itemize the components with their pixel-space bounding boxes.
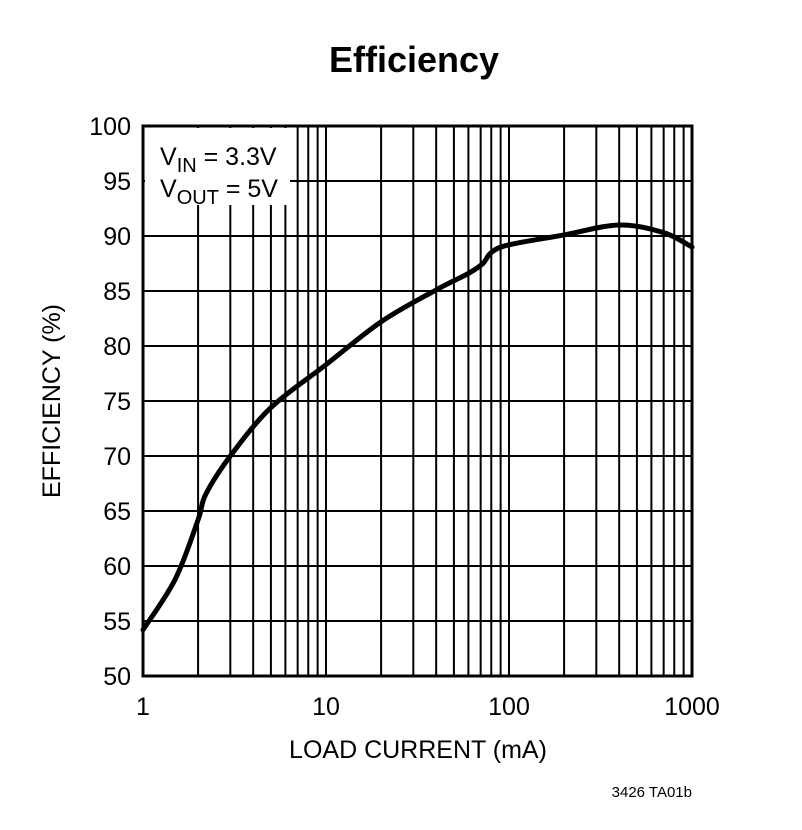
x-tick-label: 1 [136, 693, 150, 721]
y-tick-label: 50 [103, 663, 131, 691]
y-tick-label: 55 [103, 608, 131, 636]
y-tick-label: 80 [103, 333, 131, 361]
y-tick-labels: 50 55 60 65 70 75 80 85 90 95 100 [89, 113, 131, 691]
footnote: 3426 TA01b [612, 784, 692, 801]
y-tick-label: 60 [103, 553, 131, 581]
y-tick-label: 95 [103, 168, 131, 196]
y-tick-label: 85 [103, 278, 131, 306]
x-axis-label: LOAD CURRENT (mA) [289, 736, 547, 764]
y-tick-label: 100 [89, 113, 131, 141]
x-tick-label: 10 [312, 693, 340, 721]
legend-vout: VOUT = 5V [160, 175, 278, 209]
y-tick-label: 65 [103, 498, 131, 526]
x-tick-label: 1000 [664, 693, 720, 721]
chart-title: Efficiency [329, 39, 499, 80]
y-tick-label: 70 [103, 443, 131, 471]
plot-frame [141, 124, 694, 678]
legend-vin: VIN = 3.3V [160, 143, 277, 177]
y-tick-label: 90 [103, 223, 131, 251]
grid [143, 125, 692, 677]
legend-box [145, 128, 290, 205]
series-line-efficiency [140, 222, 695, 633]
x-tick-labels: 1 10 100 1000 [136, 693, 720, 721]
y-axis-label: EFFICIENCY (%) [38, 304, 66, 498]
x-tick-label: 100 [488, 693, 530, 721]
y-tick-label: 75 [103, 388, 131, 416]
